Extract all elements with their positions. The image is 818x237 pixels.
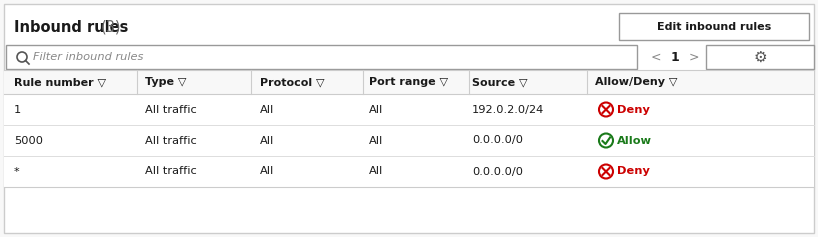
Text: All traffic: All traffic [145, 167, 197, 177]
Text: Inbound rules: Inbound rules [14, 19, 128, 35]
Text: All: All [369, 167, 384, 177]
Text: <: < [651, 50, 661, 64]
Text: *: * [14, 167, 20, 177]
Text: All: All [260, 167, 274, 177]
Bar [619, 13, 809, 40]
Text: Protocol ▽: Protocol ▽ [260, 77, 325, 87]
Text: Edit inbound rules: Edit inbound rules [657, 22, 771, 32]
Text: Allow/Deny ▽: Allow/Deny ▽ [595, 77, 677, 87]
Text: >: > [689, 50, 699, 64]
Bar [706, 45, 814, 69]
Text: All: All [369, 105, 384, 114]
Text: 1: 1 [14, 105, 21, 114]
Text: 1: 1 [671, 50, 680, 64]
Text: 5000: 5000 [14, 136, 43, 146]
Text: Allow: Allow [617, 136, 652, 146]
Text: All: All [260, 136, 274, 146]
Bar [4, 125, 814, 156]
Bar [4, 94, 814, 125]
Text: Deny: Deny [617, 105, 649, 114]
Text: All: All [260, 105, 274, 114]
Text: Type ▽: Type ▽ [145, 77, 187, 87]
Text: (3): (3) [101, 19, 122, 35]
Bar [4, 156, 814, 187]
Text: Source ▽: Source ▽ [472, 77, 528, 87]
Text: All: All [369, 136, 384, 146]
Text: 192.0.2.0/24: 192.0.2.0/24 [472, 105, 544, 114]
Bar [6, 45, 637, 69]
Text: Deny: Deny [617, 167, 649, 177]
Text: Port range ▽: Port range ▽ [369, 77, 448, 87]
Text: All traffic: All traffic [145, 136, 197, 146]
Text: 0.0.0.0/0: 0.0.0.0/0 [472, 167, 523, 177]
Text: Rule number ▽: Rule number ▽ [14, 77, 106, 87]
Text: 0.0.0.0/0: 0.0.0.0/0 [472, 136, 523, 146]
Bar [4, 70, 814, 94]
Text: ⚙: ⚙ [753, 50, 766, 64]
Text: Filter inbound rules: Filter inbound rules [33, 52, 143, 62]
Text: All traffic: All traffic [145, 105, 197, 114]
